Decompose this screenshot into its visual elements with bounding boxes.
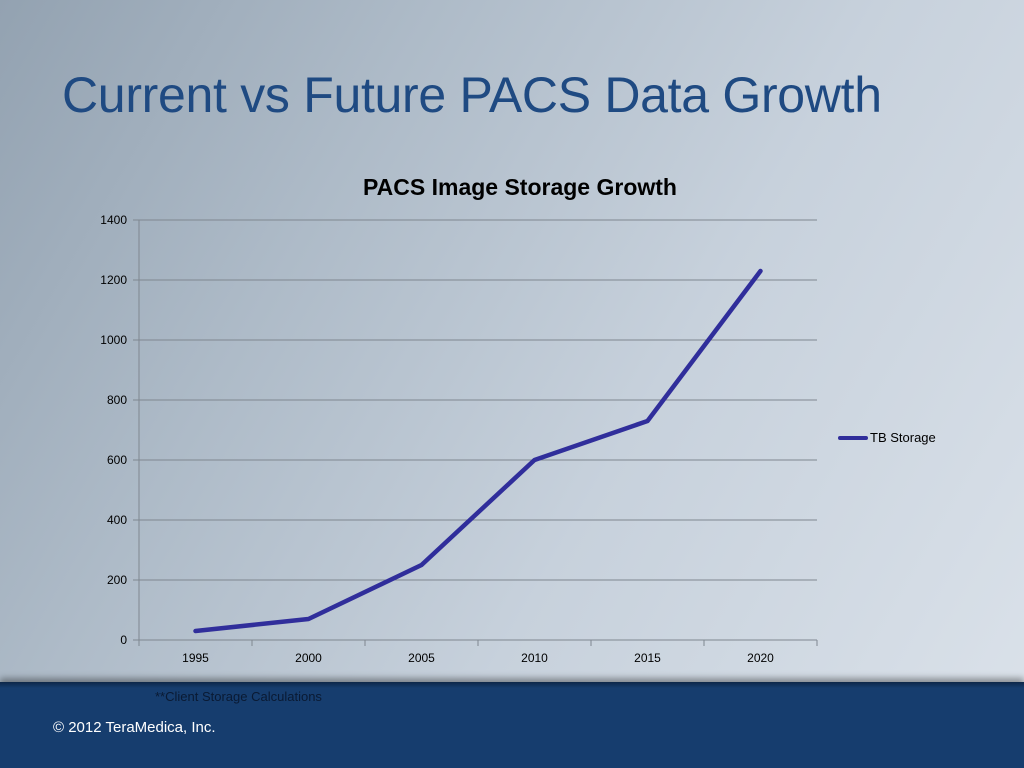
y-tick-label: 1400 [100,213,127,227]
x-tick-label: 2000 [295,651,322,665]
x-tick-label: 2005 [408,651,435,665]
footnote: **Client Storage Calculations [155,689,322,704]
x-tick-label: 1995 [182,651,209,665]
copyright-text: © 2012 TeraMedica, Inc. [53,719,216,736]
legend-line-swatch [838,435,868,440]
x-tick-label: 2015 [634,651,661,665]
footer-band [0,682,1024,768]
slide-title: Current vs Future PACS Data Growth [62,67,882,123]
legend-label: TB Storage [870,430,936,445]
y-tick-label: 1200 [100,273,127,287]
y-tick-label: 400 [107,513,127,527]
chart-legend: TB Storage [838,430,936,445]
y-tick-label: 200 [107,573,127,587]
y-tick-label: 800 [107,393,127,407]
x-tick-label: 2020 [747,651,774,665]
y-tick-label: 0 [120,633,127,647]
series-line-tb-storage [193,268,763,634]
y-tick-label: 1000 [100,333,127,347]
chart-title: PACS Image Storage Growth [363,174,677,200]
y-tick-label: 600 [107,453,127,467]
x-tick-label: 2010 [521,651,548,665]
